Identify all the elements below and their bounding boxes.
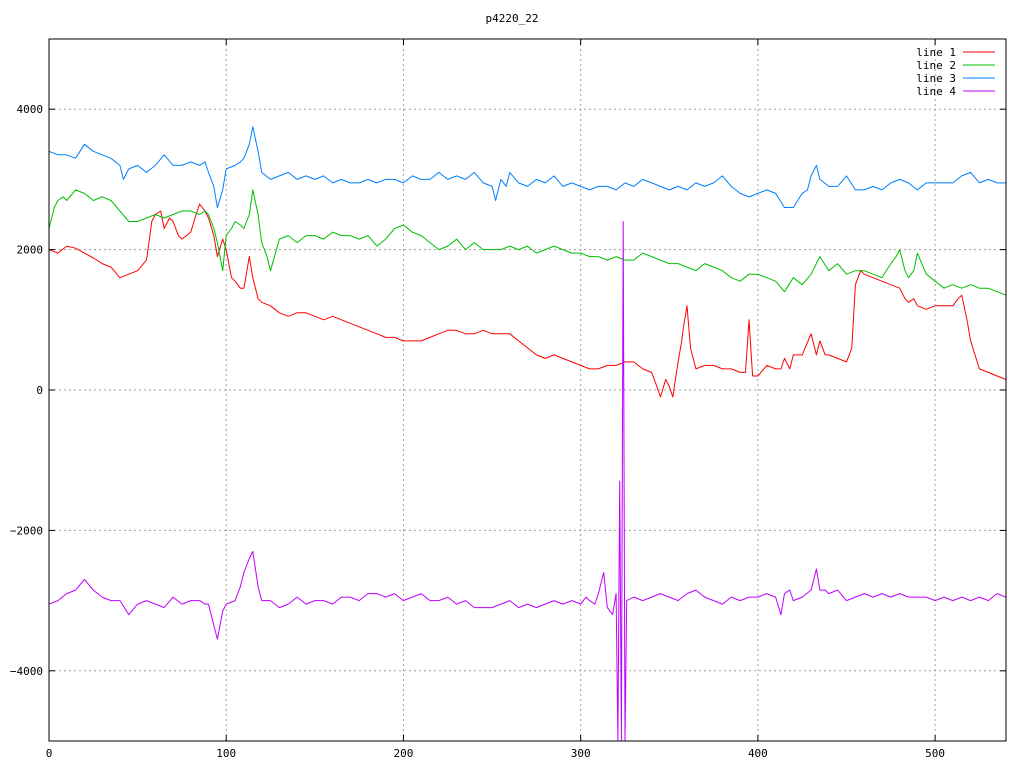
legend-label: line 1 [916,46,956,59]
y-tick-label: −4000 [10,665,43,678]
y-tick-label: 4000 [17,103,44,116]
legend-label: line 3 [916,72,956,85]
series-line-2 [49,189,1006,296]
x-tick-label: 0 [46,747,53,760]
x-tick-label: 300 [571,747,591,760]
x-tick-label: 400 [748,747,768,760]
legend-label: line 4 [916,85,956,98]
tick-layer: 0 100 200 300 400 500 −4000 −2000 0 2000 4000 [10,39,1006,760]
series-line-3 [49,126,1006,208]
grid-layer [49,39,1006,741]
y-tick-label: −2000 [10,524,43,537]
chart-title: p4220_22 [486,12,539,25]
legend-label: line 2 [916,59,956,72]
y-tick-label: 2000 [17,244,44,257]
series-line-4 [49,221,1006,741]
series-layer [49,126,1006,741]
x-tick-label: 500 [925,747,945,760]
plot-frame [48,38,1007,742]
y-tick-label: 0 [36,384,43,397]
series-line-1 [49,203,1006,398]
x-tick-label: 100 [216,747,236,760]
x-tick-label: 200 [394,747,414,760]
